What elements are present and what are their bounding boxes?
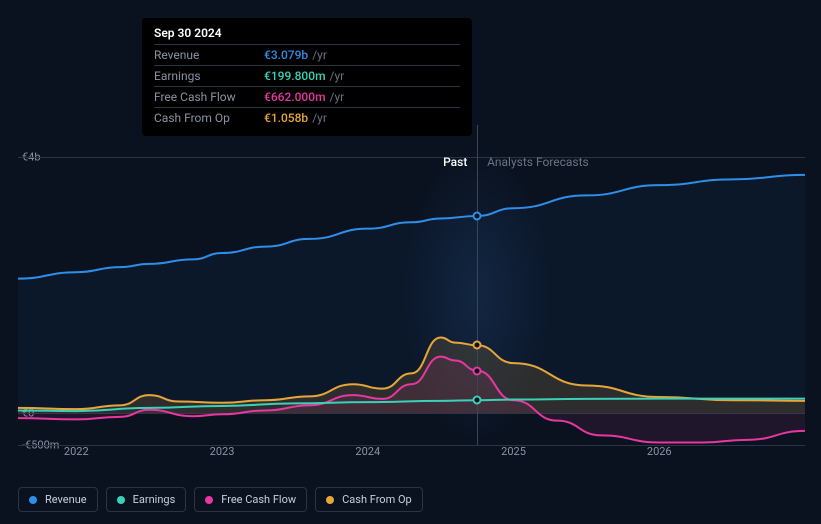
x-axis-label: 2022 [64, 445, 89, 458]
legend-label: Revenue [45, 493, 87, 506]
tooltip-row-label: Free Cash Flow [154, 90, 264, 104]
tooltip-row: Cash From Op€1.058b/yr [154, 107, 460, 128]
legend-dot-icon [205, 496, 213, 504]
tooltip-row-unit: /yr [330, 69, 345, 83]
legend-label: Free Cash Flow [221, 493, 296, 506]
tooltip-row-label: Revenue [154, 48, 264, 62]
marker-dot [473, 396, 482, 405]
tooltip-row-unit: /yr [312, 111, 327, 125]
chart-area[interactable]: €4b€0-€500m [18, 125, 805, 445]
marker-dot [473, 211, 482, 220]
legend: Revenue Earnings Free Cash Flow Cash From O… [18, 487, 423, 512]
legend-item[interactable]: Revenue [18, 487, 98, 512]
legend-item[interactable]: Free Cash Flow [194, 487, 307, 512]
legend-item[interactable]: Cash From Op [315, 487, 423, 512]
legend-label: Cash From Op [342, 493, 412, 506]
legend-dot-icon [29, 496, 37, 504]
legend-item[interactable]: Earnings [106, 487, 187, 512]
legend-dot-icon [117, 496, 125, 504]
tooltip-row: Earnings€199.800m/yr [154, 65, 460, 86]
tooltip: Sep 30 2024 Revenue€3.079b/yrEarnings€19… [142, 18, 472, 136]
x-axis-label: 2026 [647, 445, 672, 458]
tooltip-row-label: Earnings [154, 69, 264, 83]
tooltip-row-value: €199.800m [264, 69, 326, 83]
tooltip-row-value: €1.058b [264, 111, 308, 125]
marker-dot [473, 366, 482, 375]
x-axis-label: 2025 [501, 445, 526, 458]
x-axis: 2022 2023 2024 2025 2026 [18, 445, 805, 465]
past-label: Past [443, 155, 467, 169]
x-axis-label: 2023 [210, 445, 235, 458]
x-axis-label: 2024 [355, 445, 380, 458]
tooltip-row-label: Cash From Op [154, 111, 264, 125]
tooltip-row: Free Cash Flow€662.000m/yr [154, 86, 460, 107]
tooltip-row-unit: /yr [330, 90, 345, 104]
forecast-label: Analysts Forecasts [487, 155, 589, 169]
tooltip-row-value: €662.000m [264, 90, 326, 104]
tooltip-row-unit: /yr [312, 48, 327, 62]
tooltip-row: Revenue€3.079b/yr [154, 44, 460, 65]
tooltip-date: Sep 30 2024 [154, 26, 460, 40]
legend-label: Earnings [133, 493, 176, 506]
tooltip-rows: Revenue€3.079b/yrEarnings€199.800m/yrFre… [154, 44, 460, 128]
legend-dot-icon [326, 496, 334, 504]
marker-dot [473, 341, 482, 350]
tooltip-row-value: €3.079b [264, 48, 308, 62]
chart-svg [18, 125, 805, 445]
